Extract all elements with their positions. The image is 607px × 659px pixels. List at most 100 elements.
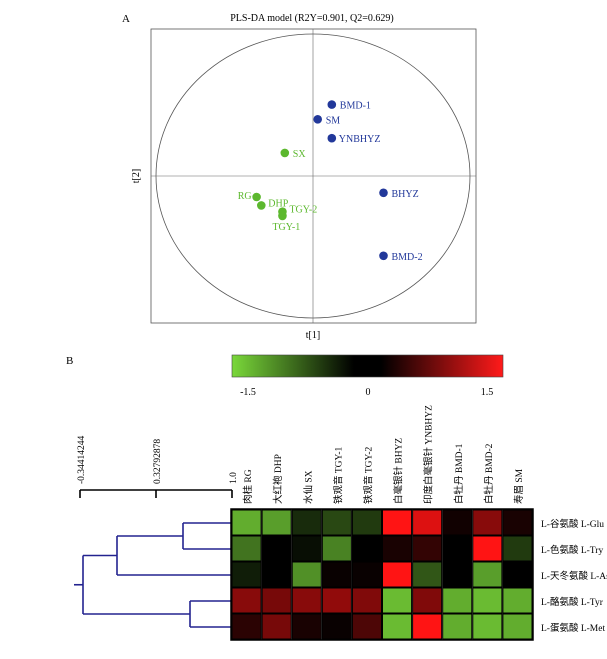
panel-b-label: B: [66, 355, 73, 367]
heatmap-cell: [321, 587, 352, 614]
scatter-label-tgy-1: TGY-1: [272, 222, 300, 233]
scatter-label-bmd-1: BMD-1: [340, 101, 371, 112]
heatmap-cell: [351, 561, 382, 588]
scatter-point-dhp: [257, 201, 266, 210]
scatter-point-bmd-1: [327, 100, 337, 109]
heatmap-cell: [382, 509, 413, 536]
dendro-scale-label: 0.32792878: [153, 439, 163, 484]
panel-a-label: A: [122, 13, 130, 25]
heatmap-cell: [231, 561, 262, 588]
heatmap-cell: [382, 535, 413, 562]
heatmap-cell: [382, 613, 413, 640]
heatmap-cell: [261, 561, 292, 588]
heatmap-row-label: L-色氨酸 L-Try: [541, 544, 603, 556]
heatmap-cell: [351, 613, 382, 640]
dendro-scale-label: 1.0: [229, 472, 239, 484]
heatmap-cell: [502, 613, 533, 640]
heatmap-cell: [261, 613, 292, 640]
heatmap-cell: [321, 535, 352, 562]
scatter-label-bmd-2: BMD-2: [392, 252, 423, 263]
heatmap-row-label: L-天冬氨酸 L-Asp: [541, 570, 607, 582]
heatmap-cell: [321, 561, 352, 588]
colorbar-ticks: -1.5 0 1.5: [240, 387, 493, 398]
heatmap-cell: [502, 587, 533, 614]
heatmap-cell: [502, 535, 533, 562]
heatmap: 肉桂 RG 大红袍 DHP 水仙 SX 铁观音 TGY-1 铁观音 TGY-2 白毫银针 …: [230, 405, 607, 641]
heatmap-cell: [351, 587, 382, 614]
heatmap-cell: [412, 561, 443, 588]
scatter-label-sx: SX: [293, 149, 307, 160]
heatmap-cell: [502, 509, 533, 536]
heatmap-cell: [442, 561, 473, 588]
heatmap-row-label: L-酪氨酸 L-Tyr: [541, 596, 604, 608]
colorbar-tick-label: 1.5: [481, 387, 494, 398]
heatmap-cell: [231, 587, 262, 614]
heatmap-column-label: 白牡丹 BMD-1: [453, 443, 465, 504]
heatmap-column-label: 大红袍 DHP: [272, 454, 284, 504]
heatmap-cell: [412, 509, 443, 536]
heatmap-column-label: 白毫银针 BHYZ: [393, 438, 405, 504]
heatmap-cell: [291, 587, 322, 614]
heatmap-cell: [231, 509, 262, 536]
scatter-label-ynbhyz: YNBHYZ: [339, 134, 381, 145]
scatter-label-rg: RG: [238, 191, 252, 202]
heatmap-cell: [472, 535, 503, 562]
row-dendrogram: -0.34414244 0.32792878 1.0: [74, 435, 239, 628]
heatmap-cell: [382, 561, 413, 588]
heatmap-cell: [231, 613, 262, 640]
scatter-label-bhyz: BHYZ: [392, 189, 419, 200]
heatmap-column-label: 肉桂 RG: [242, 469, 254, 504]
heatmap-cell: [261, 535, 292, 562]
heatmap-cell: [321, 509, 352, 536]
heatmap-cell: [502, 561, 533, 588]
heatmap-cell: [412, 613, 443, 640]
heatmap-cell: [442, 535, 473, 562]
heatmap-cell: [412, 535, 443, 562]
scatter-label-dhp: DHP: [268, 198, 288, 209]
dendro-scale-label: -0.34414244: [77, 435, 87, 484]
heatmap-row-label: L-谷氨酸 L-Glu: [541, 518, 604, 530]
scatter-y-label: t[2]: [131, 169, 142, 183]
heatmap-cell: [321, 613, 352, 640]
heatmap-column-label: 铁观音 TGY-1: [332, 446, 344, 504]
scatter-x-label: t[1]: [306, 330, 320, 341]
heatmap-cell: [412, 587, 443, 614]
scatter-point-tgy-1: [278, 211, 287, 221]
pls-da-scatter-plot: PLS-DA model (R2Y=0.901, Q2=0.629) t[1] …: [131, 13, 477, 341]
scatter-point-bhyz: [379, 188, 388, 198]
scatter-point-rg: [252, 192, 261, 202]
colorbar-tick-label: -1.5: [240, 387, 256, 398]
heatmap-cell: [442, 509, 473, 536]
scatter-point-sm: [313, 115, 323, 124]
scatter-point-ynbhyz: [327, 133, 337, 143]
heatmap-cell: [261, 587, 292, 614]
heatmap-cell: [351, 509, 382, 536]
scatter-title: PLS-DA model (R2Y=0.901, Q2=0.629): [230, 13, 394, 24]
heatmap-cell: [231, 535, 262, 562]
scatter-point-sx: [280, 148, 290, 158]
heatmap-cell: [351, 535, 382, 562]
colorbar: [231, 354, 504, 378]
scatter-label-sm: SM: [326, 115, 341, 126]
scatter-point-bmd-2: [379, 251, 388, 261]
heatmap-column-label: 印度白毫银针 YNBHYZ: [423, 405, 435, 504]
heatmap-cell: [291, 509, 322, 536]
heatmap-cell: [472, 613, 503, 640]
colorbar-tick-label: 0: [366, 387, 371, 398]
scatter-label-tgy-2: TGY-2: [289, 205, 317, 216]
heatmap-cell: [291, 613, 322, 640]
heatmap-column-label: 白牡丹 BMD-2: [483, 443, 495, 504]
heatmap-cell: [472, 509, 503, 536]
heatmap-cell: [291, 535, 322, 562]
heatmap-column-label: 水仙 SX: [302, 470, 314, 504]
heatmap-frame: [230, 508, 534, 641]
heatmap-cell: [261, 509, 292, 536]
heatmap-column-label: 寿眉 SM: [513, 468, 525, 504]
heatmap-cell: [442, 613, 473, 640]
heatmap-column-label: 铁观音 TGY-2: [362, 446, 374, 504]
heatmap-row-label: L-蛋氨酸 L-Met: [541, 622, 605, 634]
heatmap-cell: [291, 561, 322, 588]
heatmap-cell: [472, 587, 503, 614]
